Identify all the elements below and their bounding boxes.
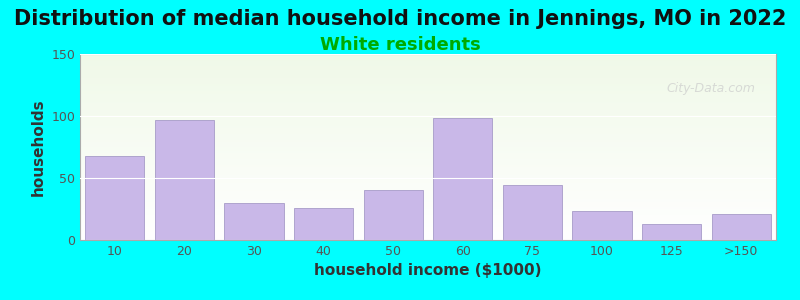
Text: White residents: White residents [320,36,480,54]
Bar [573,212,631,240]
X-axis label: household income ($1000): household income ($1000) [314,263,542,278]
Bar [434,118,492,240]
Bar [503,185,562,240]
Bar [294,208,353,240]
Text: City-Data.com: City-Data.com [666,82,755,95]
Text: Distribution of median household income in Jennings, MO in 2022: Distribution of median household income … [14,9,786,29]
Bar [642,224,701,240]
Bar [364,190,422,240]
Bar [225,203,283,240]
Bar [712,214,770,240]
Bar [86,156,144,240]
Y-axis label: households: households [30,98,46,196]
Bar [155,120,214,240]
